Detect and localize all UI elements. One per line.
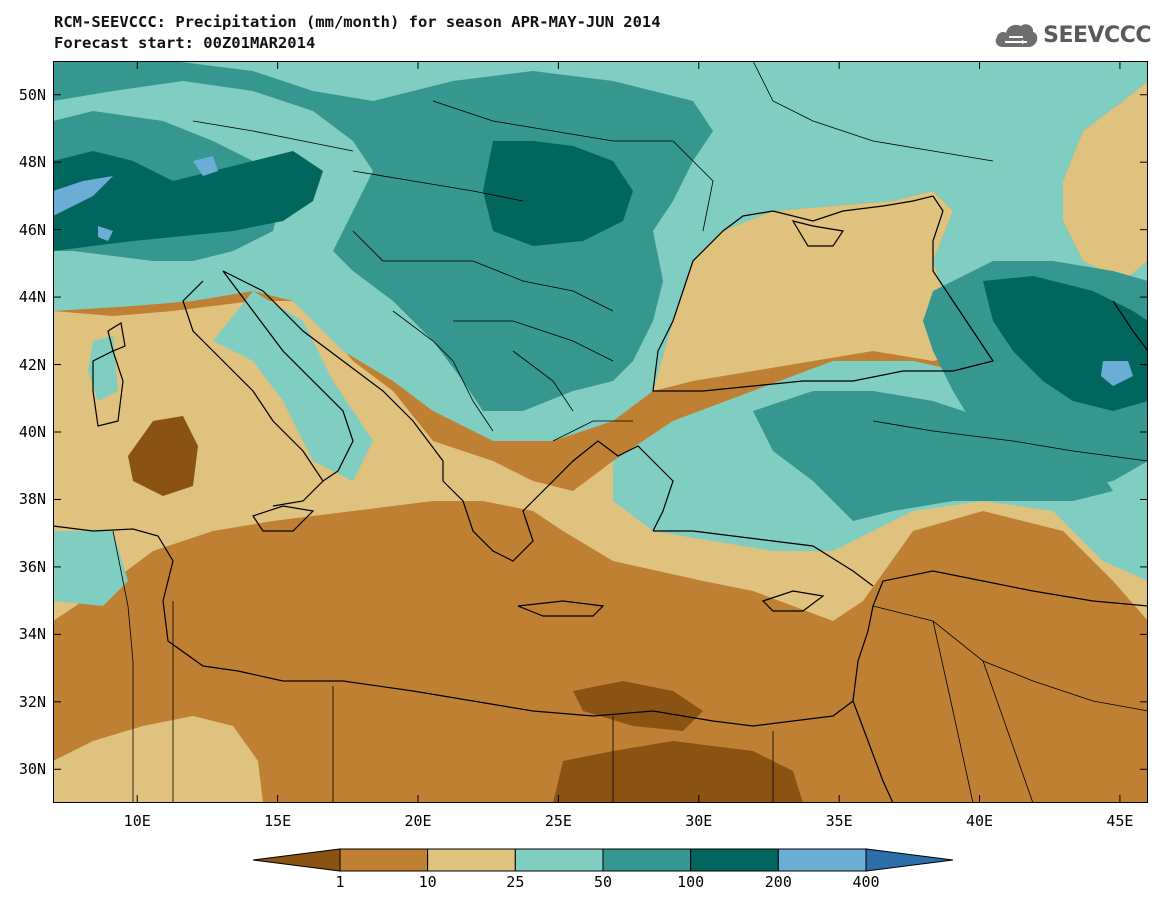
field-blue-caucasus: [1101, 361, 1133, 386]
field-tan-blacksea: [653, 191, 973, 391]
borders: [112, 61, 1148, 803]
field-light-teal-algeria: [53, 531, 128, 606]
field-dark-brown-libya: [553, 741, 803, 803]
colorbar-box: [777, 848, 867, 872]
coast-sicily: [252, 505, 315, 532]
coast-greece: [442, 480, 534, 562]
lat-tick-label: 48N: [18, 153, 46, 172]
colorbar-box: [602, 848, 692, 872]
coast-crete: [517, 600, 605, 617]
colorbar-box: [339, 848, 429, 872]
colorbar-level-label: 10: [418, 873, 437, 891]
colorbar-level-label: 200: [764, 873, 792, 891]
coast-north-africa: [53, 525, 854, 727]
colorbar-low-triangle: [252, 848, 341, 872]
axis-ticks: [53, 61, 1148, 803]
lon-tick-label: 10E: [123, 812, 151, 830]
lat-tick-label: 30N: [18, 760, 46, 779]
coast-cyprus: [761, 590, 825, 612]
forecast-start: Forecast start: 00Z01MAR2014: [54, 34, 316, 52]
colorbar-box: [690, 848, 779, 872]
field-tan-east-corner: [1063, 81, 1148, 281]
lat-tick-label: 46N: [18, 220, 46, 239]
coast-anatolia-south: [653, 530, 874, 587]
lon-tick-label: 45E: [1106, 812, 1134, 830]
coast-crimea: [791, 220, 845, 247]
field-dark-teal-carpathians: [483, 141, 633, 246]
field-dark-teal-alps: [53, 151, 323, 251]
lon-tick-label: 15E: [264, 812, 292, 830]
seevccc-logo: SEEVCCC: [993, 20, 1151, 50]
lat-tick-label: 32N: [18, 692, 46, 711]
field-light-teal-italy: [213, 291, 373, 481]
colorbar-level-label: 50: [593, 873, 613, 891]
coast-aegean: [532, 440, 674, 532]
colorbar-level-label: 1: [335, 873, 345, 891]
coast-italy-west: [182, 280, 324, 507]
field-blue-alps-1: [53, 176, 113, 216]
coast-italy-east: [222, 270, 354, 482]
cloud-icon: [995, 24, 1038, 47]
lat-tick-label: 50N: [18, 85, 46, 104]
coast-adriatic-east: [222, 270, 444, 481]
colorbar-box: [427, 848, 516, 872]
colorbar: [252, 848, 954, 872]
coast-red-sea: [852, 700, 894, 803]
colorbar-level-label: 25: [506, 873, 525, 891]
lat-tick-label: 34N: [18, 625, 46, 644]
map-frame: [53, 61, 1148, 803]
coast-caspian: [1112, 300, 1148, 352]
coastlines: [53, 195, 1148, 803]
map-border: [53, 61, 1148, 803]
field-tan-libya-west: [53, 716, 263, 803]
lon-tick-label: 25E: [544, 812, 572, 830]
coast-levant: [852, 570, 1148, 702]
field-dark-brown-sea: [573, 681, 703, 731]
lat-tick-label: 40N: [18, 423, 46, 441]
colorbar-level-label: 100: [677, 873, 705, 891]
lon-tick-label: 20E: [404, 812, 432, 830]
title-block: RCM-SEEVCCC: Precipitation (mm/month) fo…: [54, 12, 661, 54]
lat-tick-label: 42N: [18, 355, 46, 374]
coast-corsica: [107, 322, 126, 352]
lon-tick-label: 35E: [825, 812, 853, 830]
colorbar-box: [514, 848, 604, 872]
lat-tick-label: 44N: [18, 288, 46, 307]
colorbar-level-label: 400: [852, 873, 880, 891]
map-title: RCM-SEEVCCC: Precipitation (mm/month) fo…: [54, 13, 661, 31]
colorbar-high-triangle: [865, 848, 954, 872]
lon-tick-label: 30E: [685, 812, 713, 830]
lat-tick-label: 36N: [18, 557, 46, 576]
field-teal-anatolia: [753, 391, 1113, 521]
field-dark-brown-tunisia: [128, 416, 198, 496]
field-blue-alps-2: [193, 156, 218, 176]
field-blue-alps-3: [98, 226, 113, 241]
coast-black-sea: [652, 195, 994, 392]
lon-tick-label: 40E: [965, 812, 994, 830]
logo-text: SEEVCCC: [1043, 22, 1151, 48]
precipitation-map: [53, 61, 1148, 803]
lat-tick-label: 38N: [18, 490, 46, 509]
